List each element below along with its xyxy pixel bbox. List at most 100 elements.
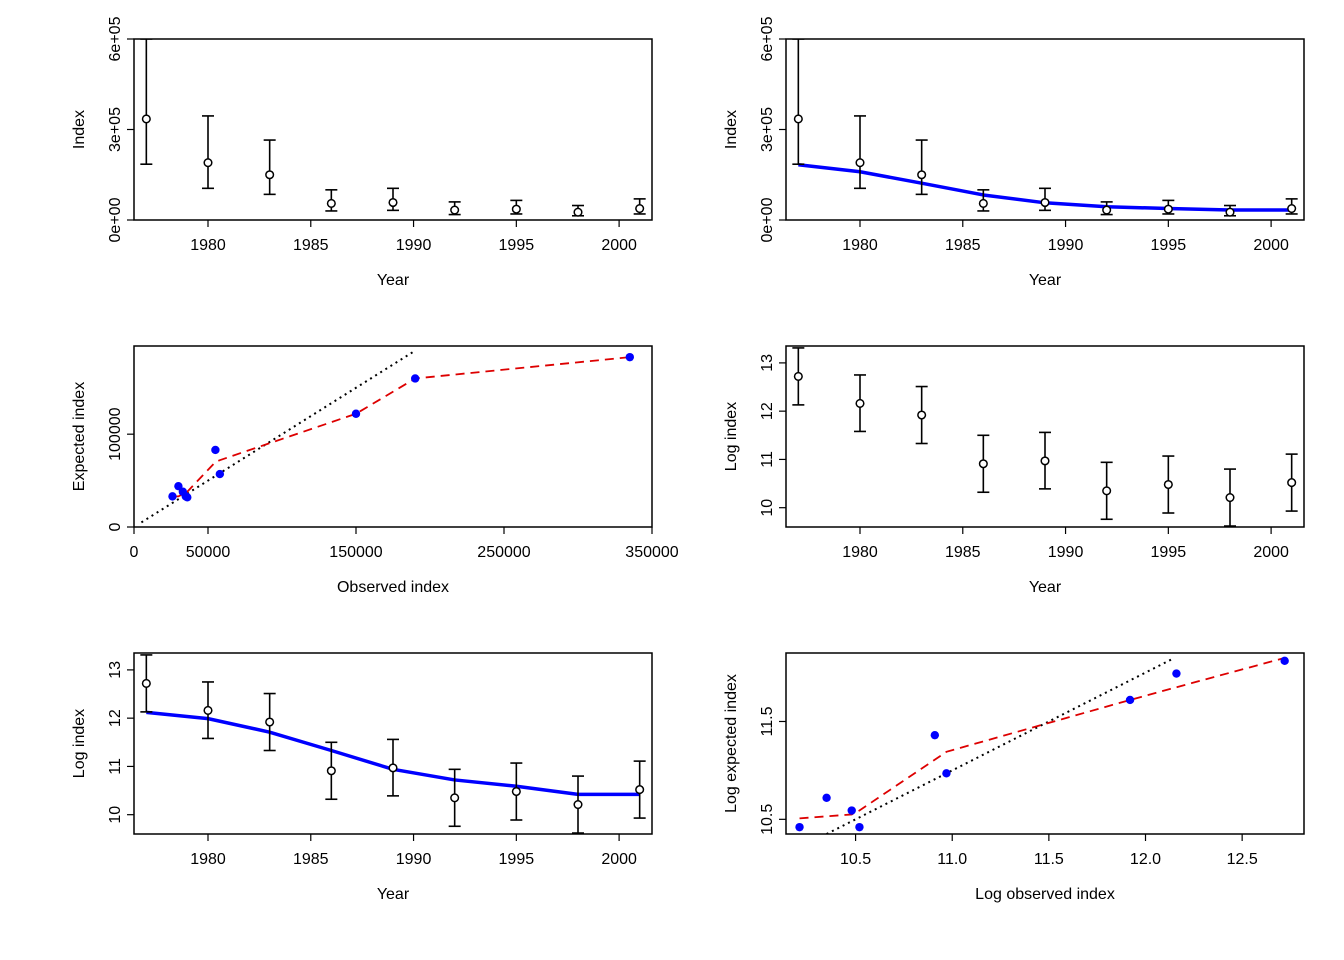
data-point [1172,669,1181,678]
observed-point [1102,205,1112,215]
y-axis-label: Log expected index [723,674,740,813]
observed-point [1287,203,1297,214]
plot-area [792,347,1298,527]
x-tick-label: 1995 [499,237,535,254]
observed-point [573,207,583,217]
observed-point [1225,493,1235,503]
observed-point [978,198,988,208]
panel-expected-vs-observed: 0 50000 150000 250000 350000 0 100000 Observed … [71,345,679,596]
data-point [855,822,864,832]
data-point [625,352,634,362]
y-axis-label: Index [71,110,88,149]
x-axis-label: Year [377,886,410,903]
x-tick-label: 1990 [1048,237,1084,254]
plot-frame [785,652,1305,835]
observed-point [1163,204,1173,214]
x-axis-label: Year [377,272,410,289]
observed-point [573,800,583,810]
observed-point [635,785,645,795]
x-tick-label: 1980 [190,851,226,868]
data-point [822,793,831,802]
data-point [215,469,225,479]
observed-point [793,371,803,381]
observed-point [1102,486,1112,496]
data-point [168,492,177,501]
data-point [942,769,951,778]
y-tick-label: 11 [107,758,124,775]
panel-log-index-vs-year: 1980 1985 1990 1995 2000 10 11 12 13 Year Log inde… [723,345,1305,596]
observed-point [1040,197,1050,208]
observed-point [450,205,460,215]
x-tick-label: 11.0 [937,851,967,868]
plot-frame [133,652,653,835]
panel-log-expected-vs-log-observed: 10.5 11.0 11.5 12.0 12.5 10.5 11.5 Log observed… [723,652,1305,903]
plot-area [140,349,634,524]
x-tick-label: 1985 [945,544,981,561]
observed-point [326,766,336,776]
x-tick-label: 2000 [1253,544,1289,561]
y-tick-label: 13 [107,661,124,679]
data-point [351,409,361,418]
observed-point [141,114,151,124]
panel-log-index-vs-year-fitted: 1980 1985 1990 1995 2000 10 11 12 13 Year Log inde… [71,652,653,903]
observed-point [793,114,803,124]
y-tick-label: 100000 [107,407,124,460]
y-tick-label: 6e+05 [107,16,124,61]
data-point [847,806,856,815]
y-tick-label: 3e+05 [759,107,776,152]
data-point [795,822,804,832]
observed-point [855,398,865,408]
x-tick-label: 150000 [329,544,382,561]
plot-area [792,39,1298,217]
y-tick-label: 6e+05 [759,16,776,61]
y-tick-label: 13 [759,354,776,372]
y-tick-label: 10.5 [759,804,776,835]
x-axis-label: Observed index [337,579,449,596]
x-tick-label: 1995 [499,851,535,868]
x-tick-label: 1985 [945,237,981,254]
data-point [211,445,220,455]
data-point [411,374,420,383]
plot-area [140,654,646,834]
observed-point [855,158,865,168]
x-tick-label: 350000 [625,544,678,561]
observed-point [1040,456,1050,466]
y-axis-label: Log index [71,709,88,778]
y-tick-label: 0e+00 [107,197,124,242]
observed-point [1225,207,1235,217]
x-tick-label: 1990 [1048,544,1084,561]
x-tick-label: 2000 [601,851,637,868]
data-point [1125,695,1135,705]
x-tick-label: 2000 [601,237,637,254]
x-tick-label: 1995 [1151,237,1187,254]
smooth-line [799,657,1285,820]
y-tick-label: 12 [759,402,776,420]
observed-point [1287,478,1297,488]
x-axis-label: Year [1029,272,1062,289]
observed-point [450,793,460,803]
panel-index-vs-year: 1980 1985 1990 1995 2000 0e+00 3e+05 6e+05 Year I… [71,16,653,289]
observed-point [917,170,927,180]
x-tick-label: 1980 [842,544,878,561]
y-tick-label: 11 [759,451,776,468]
identity-line [826,656,1175,834]
x-tick-label: 50000 [186,544,231,561]
x-tick-label: 2000 [1253,237,1289,254]
plot-frame [133,345,653,528]
observed-point [203,158,213,168]
observed-point [511,786,521,797]
observed-point [511,204,521,214]
observed-point [265,717,275,727]
observed-point [635,203,645,214]
data-point [1280,656,1289,666]
observed-point [388,763,398,773]
x-tick-label: 250000 [477,544,530,561]
x-tick-label: 1990 [396,237,432,254]
observed-point [203,705,213,715]
y-tick-label: 10 [107,806,124,824]
data-point [930,730,940,740]
x-tick-label: 12.0 [1130,851,1161,868]
x-axis-label: Year [1029,579,1062,596]
x-tick-label: 11.5 [1034,851,1064,868]
